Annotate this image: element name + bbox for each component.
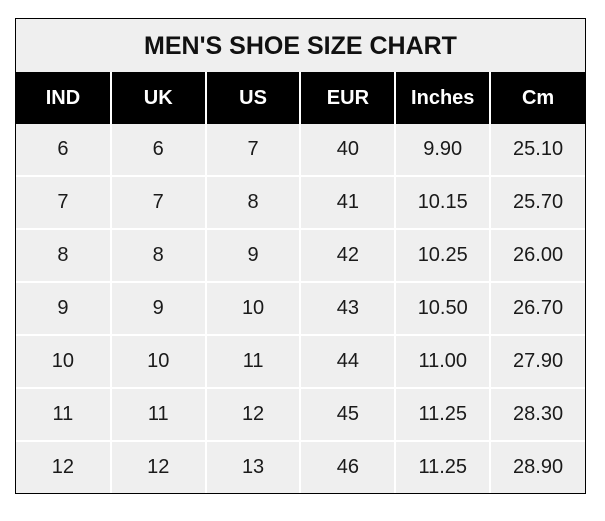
cell-cm: 26.70 <box>489 281 585 335</box>
cell-inches: 11.25 <box>394 440 491 493</box>
cell-ind: 11 <box>16 387 111 441</box>
cell-inches: 10.15 <box>394 175 491 229</box>
cell-cm: 28.90 <box>489 440 585 493</box>
cell-ind: 6 <box>57 138 69 160</box>
cell-uk: 9 <box>109 281 206 335</box>
column-header-cm: Cm <box>489 72 585 124</box>
cell-ind: 8 <box>16 228 111 282</box>
cell-eur: 40 <box>299 124 396 176</box>
cell-inches: 9.90 <box>394 124 491 176</box>
column-header-uk: UK <box>109 72 206 124</box>
table-row: 10 10 11 44 11.00 27.90 <box>16 334 585 388</box>
cell-uk: 6 <box>109 124 206 176</box>
table-row: 9 9 10 43 10.50 26.70 <box>16 281 585 335</box>
cell-uk: 10 <box>109 334 206 388</box>
cell-cm: 26.00 <box>489 228 585 282</box>
cell-inches: 10.25 <box>394 228 491 282</box>
cell-us: 13 <box>204 440 301 493</box>
table-row: 7 7 8 41 10.15 25.70 <box>16 175 585 229</box>
size-chart: MEN'S SHOE SIZE CHART IND UK US EUR Inches Cm… <box>15 18 586 494</box>
column-header-us: US <box>204 72 301 124</box>
cell-us: 10 <box>204 281 301 335</box>
table-row: 8 8 9 42 10.25 26.00 <box>16 228 585 282</box>
cell-uk: 7 <box>109 175 206 229</box>
cell-us: 7 <box>204 124 301 176</box>
cell-inches: 11.00 <box>394 334 491 388</box>
header-row: IND UK US EUR Inches Cm <box>16 72 585 124</box>
cell-uk: 8 <box>109 228 206 282</box>
column-header-inches: Inches <box>394 72 491 124</box>
cell-cm: 28.30 <box>489 387 585 441</box>
table-row: 12 12 13 46 11.25 28.90 <box>16 440 585 493</box>
cell-us: 11 <box>204 334 301 388</box>
cell-eur: 44 <box>299 334 396 388</box>
table-row: 6 6 7 40 9.90 25.10 <box>16 124 585 176</box>
cell-cm: 25.70 <box>489 175 585 229</box>
cell-uk: 11 <box>109 387 206 441</box>
cell-eur: 43 <box>299 281 396 335</box>
table-row: 11 11 12 45 11.25 28.30 <box>16 387 585 441</box>
cell-inches: 11.25 <box>394 387 491 441</box>
cell-cm: 27.90 <box>489 334 585 388</box>
cell-ind: 12 <box>16 440 111 493</box>
cell-ind: 7 <box>16 175 111 229</box>
cell-eur: 42 <box>299 228 396 282</box>
cell-us: 8 <box>204 175 301 229</box>
cell-inches: 10.50 <box>394 281 491 335</box>
cell-cm: 25.10 <box>489 124 585 176</box>
cell-eur: 41 <box>299 175 396 229</box>
cell-us: 12 <box>204 387 301 441</box>
cell-ind: 9 <box>16 281 111 335</box>
cell-uk: 12 <box>109 440 206 493</box>
column-header-eur: EUR <box>299 72 396 124</box>
cell-eur: 46 <box>299 440 396 493</box>
chart-title: MEN'S SHOE SIZE CHART <box>16 19 585 72</box>
cell-ind: 10 <box>16 334 111 388</box>
column-header-ind: IND <box>16 72 111 124</box>
cell-us: 9 <box>204 228 301 282</box>
cell-eur: 45 <box>299 387 396 441</box>
size-table: IND UK US EUR Inches Cm 6 6 7 40 9.90 25.10 7 7 8 41 10… <box>16 72 585 493</box>
